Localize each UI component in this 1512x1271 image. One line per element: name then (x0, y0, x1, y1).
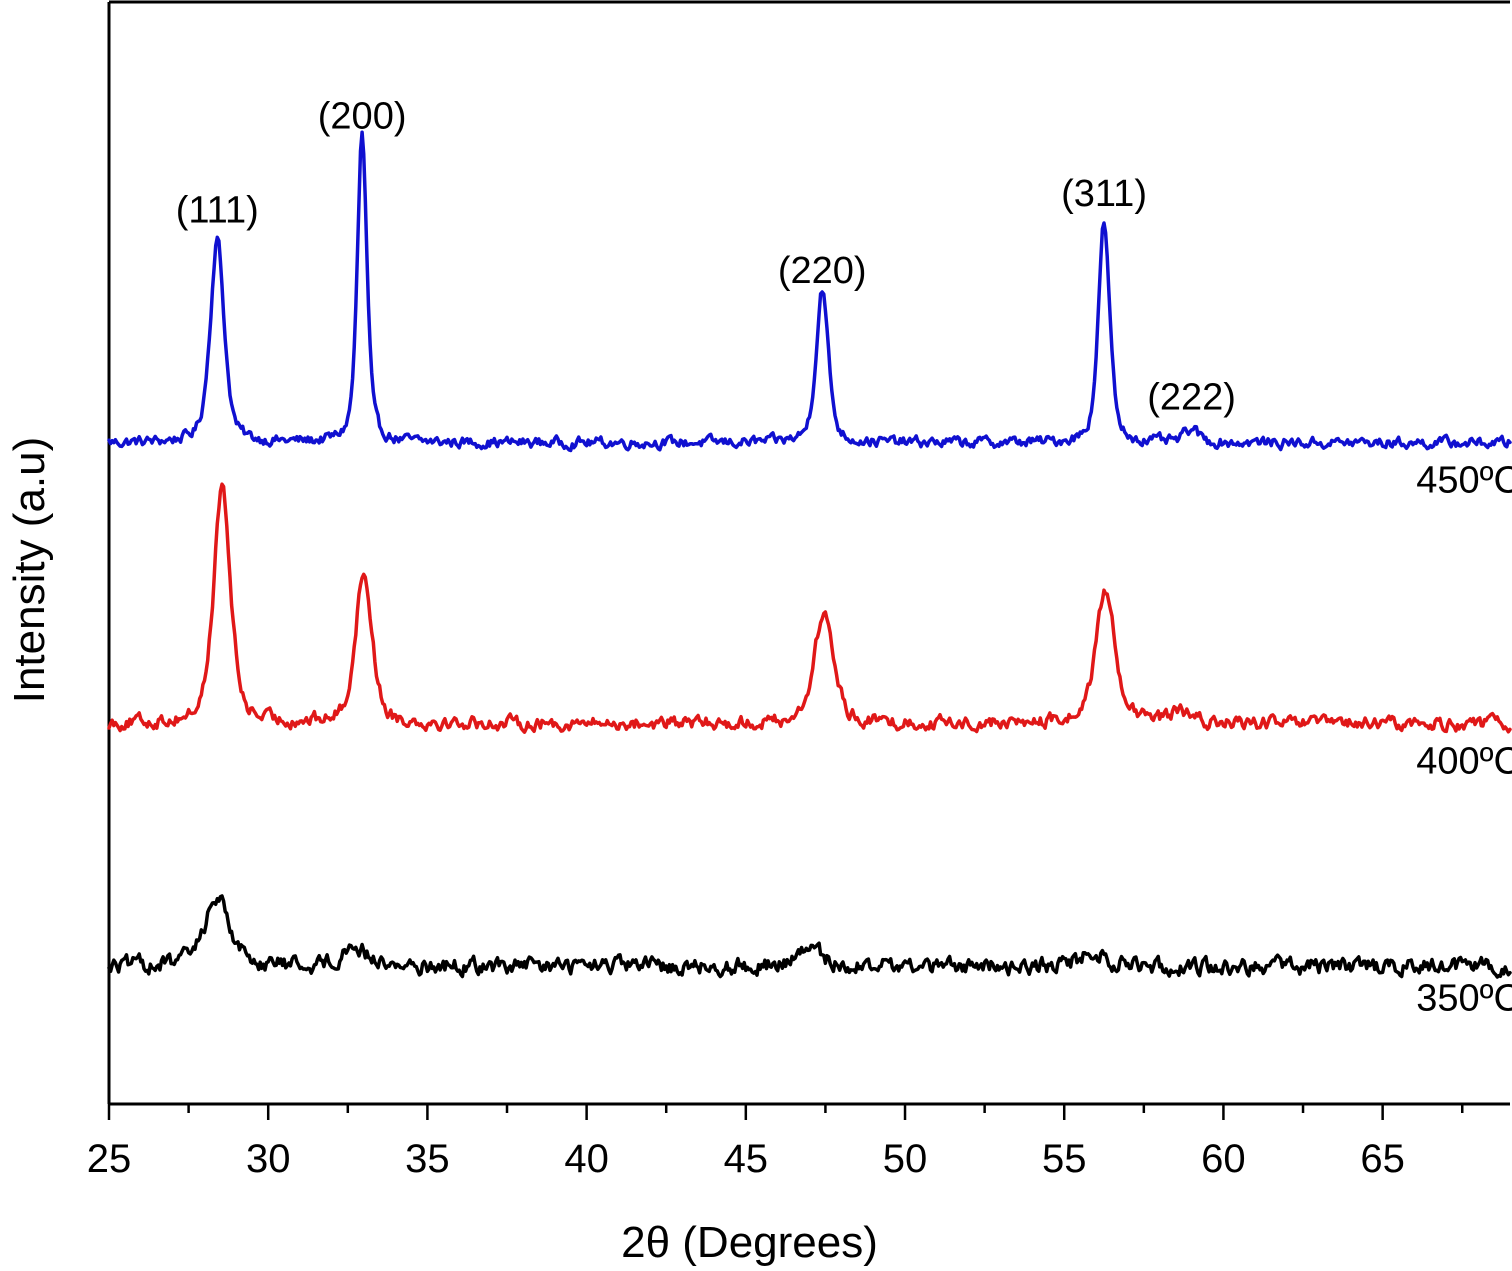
y-axis-label: Intensity (a.u) (5, 437, 54, 704)
series-traces (107, 130, 1512, 979)
series-line-2 (107, 894, 1512, 979)
peak-label: (200) (318, 96, 407, 138)
series-label: 450ºC (1416, 459, 1512, 501)
x-tick-label: 55 (1042, 1137, 1087, 1181)
peak-label: (311) (1061, 173, 1147, 215)
peak-label: (111) (176, 189, 259, 231)
peak-label: (220) (778, 250, 867, 292)
series-temperature-labels: 450ºC 400ºC 350ºC (1416, 459, 1512, 1019)
peak-label: (222) (1147, 377, 1236, 419)
series-label: 350ºC (1416, 977, 1512, 1019)
x-tick-label: 50 (883, 1137, 928, 1181)
plot-frame (107, 0, 1510, 1106)
peak-annotations: (111) (200) (220) (311) (222) (176, 96, 1236, 419)
series-line-1 (107, 482, 1512, 734)
series-line-0 (107, 130, 1512, 453)
x-tick-label: 65 (1360, 1137, 1405, 1181)
x-tick-label: 45 (724, 1137, 769, 1181)
x-tick-label: 35 (405, 1137, 450, 1181)
x-tick-label: 60 (1201, 1137, 1246, 1181)
x-tick-label: 30 (246, 1137, 291, 1181)
x-axis-ticks: 25 30 35 40 45 50 55 60 65 (87, 1104, 1464, 1181)
series-label: 400ºC (1416, 740, 1512, 782)
x-axis-label: 2θ (Degrees) (621, 1218, 878, 1267)
x-tick-label: 40 (564, 1137, 609, 1181)
x-tick-label: 25 (87, 1137, 132, 1181)
